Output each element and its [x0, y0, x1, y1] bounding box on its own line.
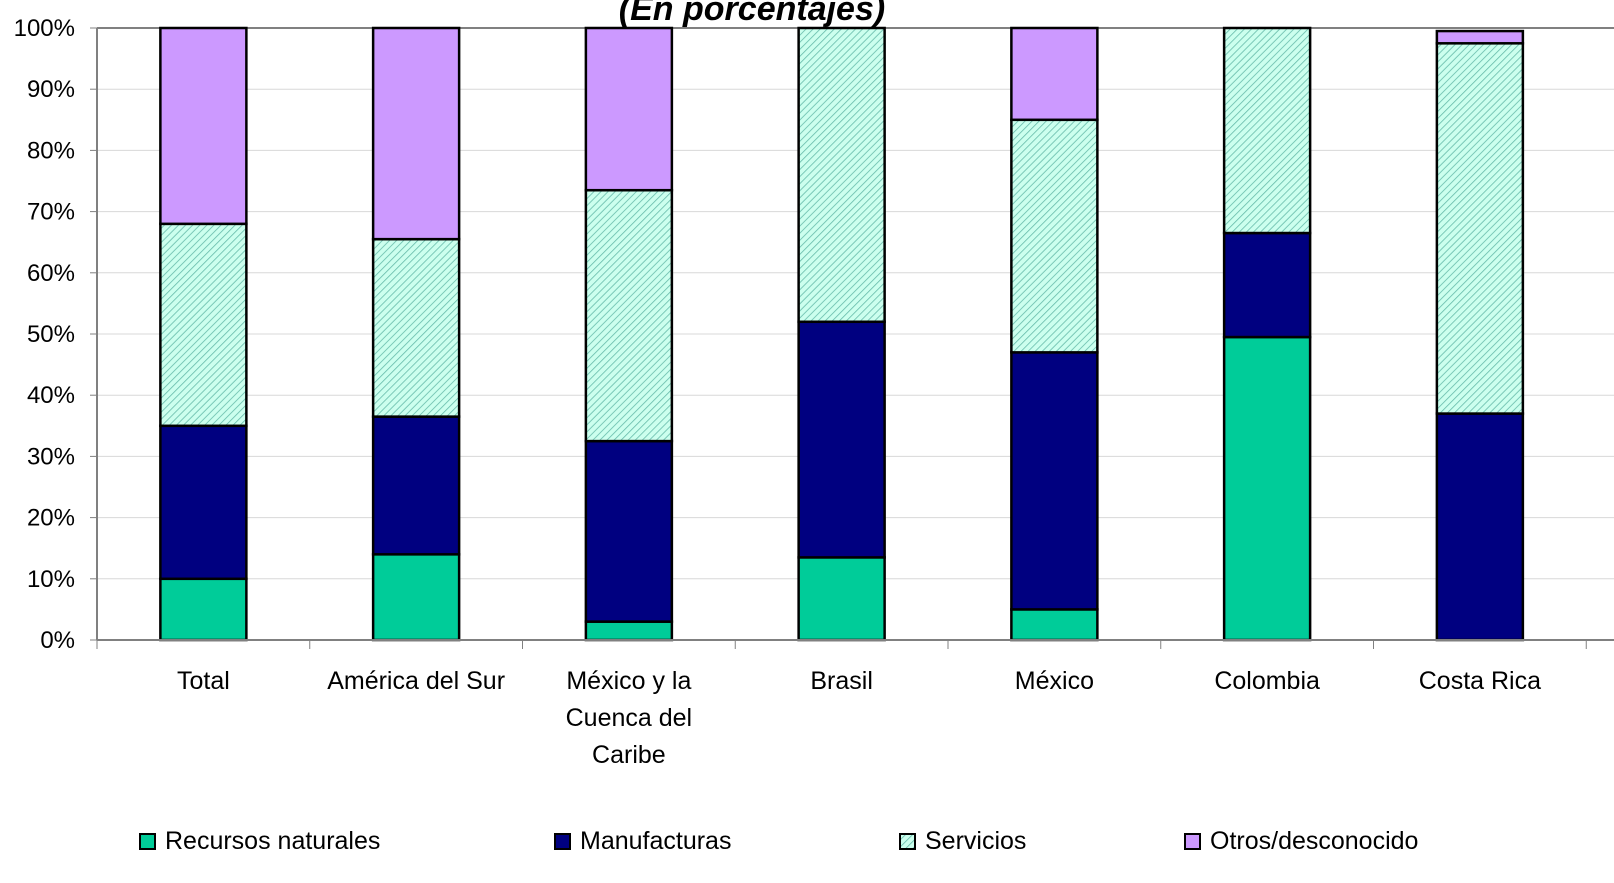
y-tick-label: 80% [27, 137, 75, 164]
bar-segment [371, 553, 461, 642]
legend-item: Otros/desconocido [1184, 827, 1418, 855]
bar-segment [371, 237, 461, 418]
y-tick-label: 60% [27, 260, 75, 287]
x-category-label: Caribe [592, 741, 666, 769]
x-category-label: Colombia [1214, 667, 1320, 695]
legend-label: Otros/desconocido [1210, 827, 1418, 855]
y-tick-label: 70% [27, 199, 75, 226]
y-tick-label: 100% [14, 15, 75, 42]
bar-segment [1222, 26, 1312, 235]
bar-segment [159, 26, 248, 226]
y-tick-label: 10% [27, 566, 75, 593]
bar-segment [797, 26, 886, 324]
bar-segment [371, 26, 461, 241]
y-tick-label: 20% [27, 505, 75, 532]
bar-segment [584, 26, 674, 192]
bar-segment [797, 320, 886, 559]
bar-segment [1010, 608, 1099, 642]
legend-label: Manufacturas [580, 827, 731, 855]
y-tick-label: 0% [40, 627, 75, 654]
bar-segment [371, 415, 461, 556]
legend-swatch [554, 833, 571, 850]
x-category-label: América del Sur [327, 667, 505, 695]
bar-segment [584, 439, 674, 623]
legend-label: Servicios [925, 827, 1026, 855]
x-category-label: Brasil [810, 667, 873, 695]
bar-segment [1010, 26, 1099, 122]
bar-segment [159, 577, 248, 642]
bar-segment [1222, 335, 1312, 642]
legend-swatch [899, 833, 916, 850]
x-category-label: Cuenca del [566, 704, 692, 732]
bar-segment [1435, 29, 1525, 45]
legend-item: Recursos naturales [139, 827, 380, 855]
bar-segment [1010, 351, 1099, 611]
x-category-label: México y la [566, 667, 691, 695]
bar-segment [1010, 118, 1099, 354]
y-tick-label: 90% [27, 76, 75, 103]
legend-label: Recursos naturales [165, 827, 380, 855]
bar-segment [584, 188, 674, 443]
bars [159, 26, 1525, 642]
x-category-label: Total [177, 667, 230, 695]
bar-segment [1435, 42, 1525, 415]
bar-segment [1222, 231, 1312, 339]
bar-segment [1435, 412, 1525, 642]
x-category-label: México [1015, 667, 1094, 695]
x-category-label: Costa Rica [1419, 667, 1541, 695]
legend-swatch [139, 833, 156, 850]
legend: Recursos naturales Manufacturas Servicios O… [139, 827, 1418, 855]
axes: 0% 10% 20% 30% 40% 50% 60% 70% 80% 90% 100% Total Am… [14, 15, 1614, 769]
legend-swatch [1184, 833, 1201, 850]
legend-item: Manufacturas [554, 827, 731, 855]
legend-item: Servicios [899, 827, 1026, 855]
y-tick-label: 40% [27, 382, 75, 409]
bar-segment [584, 620, 674, 642]
y-tick-label: 50% [27, 321, 75, 348]
bar-segment [797, 556, 886, 642]
chart-title: (En porcentajes) [619, 0, 885, 28]
bar-segment [159, 424, 248, 581]
y-tick-label: 30% [27, 443, 75, 470]
bar-segment [159, 222, 248, 428]
